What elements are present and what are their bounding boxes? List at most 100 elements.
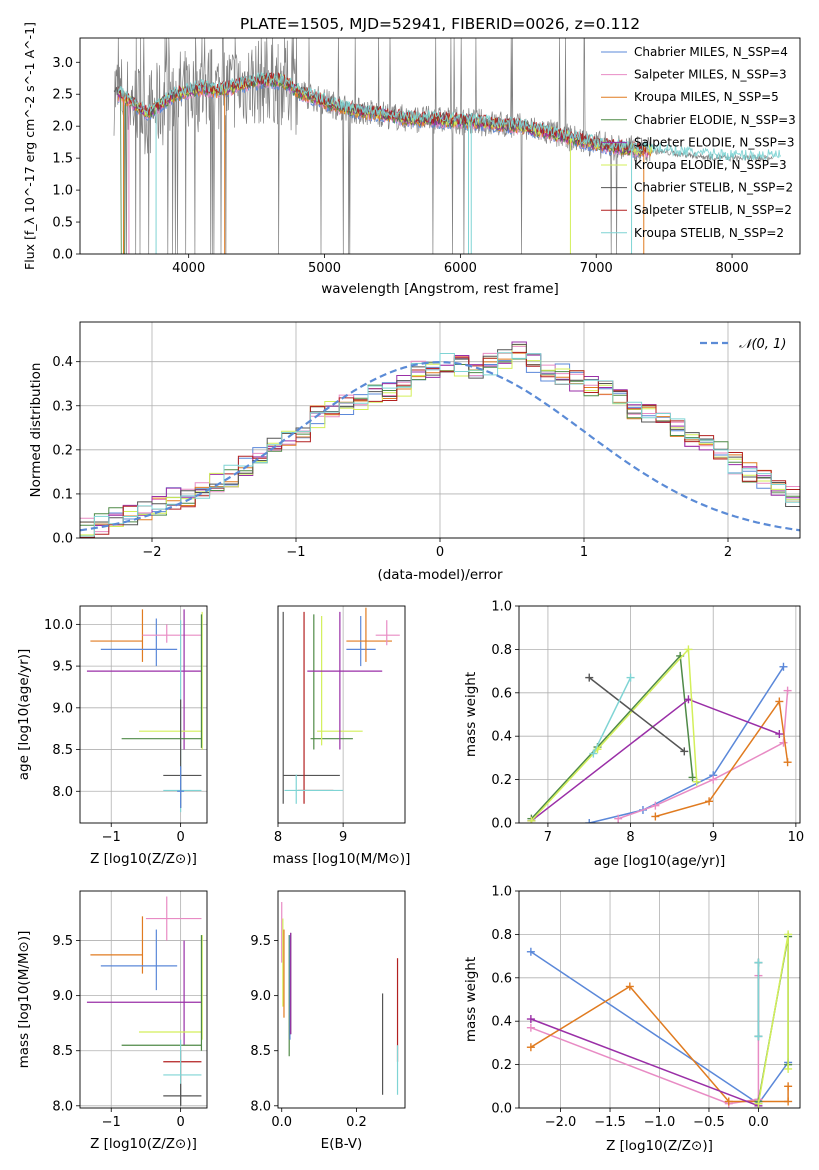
mass-weight-point xyxy=(784,930,793,939)
histogram-bin xyxy=(123,514,137,538)
histogram-bin xyxy=(541,370,555,538)
y-axis-label: mass weight xyxy=(463,672,479,757)
histogram-bin xyxy=(512,353,526,538)
mass-weight-point xyxy=(651,812,660,821)
histogram-bin xyxy=(498,359,512,538)
legend-entry: Salpeter ELODIE, N_SSP=3 xyxy=(634,135,795,149)
mass-weight-point xyxy=(625,982,634,991)
histogram-bin xyxy=(555,375,569,538)
histogram-bin xyxy=(411,370,425,538)
tick-label-x: 0 xyxy=(436,545,444,560)
tick-label-y: 0.2 xyxy=(491,773,512,788)
mass-weight-point xyxy=(614,814,623,823)
histogram-bin xyxy=(210,483,224,538)
age-vs-Z-axes: −1 0 8.0 8.5 9.0 9.5 10.0 Z [log10(Z/Z⊙)] age [l… xyxy=(16,605,208,867)
tick-label-y: 0.4 xyxy=(491,1015,512,1030)
tick-label-y: 1.5 xyxy=(52,152,73,167)
histogram-bin xyxy=(310,417,324,538)
histogram-bin xyxy=(440,364,454,538)
legend-entry: Chabrier ELODIE, N_SSP=3 xyxy=(634,113,796,127)
x-axis-label: Z [log10(Z/Z⊙)] xyxy=(606,1138,713,1154)
tick-label-x: 8 xyxy=(626,830,634,845)
mass-weight-point xyxy=(754,958,763,967)
axes-frame xyxy=(277,890,406,1109)
mass-weight-point xyxy=(527,816,536,823)
tick-label-x: 10 xyxy=(788,830,805,845)
legend-entry: Kroupa STELIB, N_SSP=2 xyxy=(634,226,784,240)
tick-label-y: 0.8 xyxy=(491,643,512,658)
axes-frame xyxy=(277,605,406,824)
tick-label-y: 9.0 xyxy=(52,989,73,1004)
tick-label-y: 10.0 xyxy=(44,618,73,633)
spectrum-legend: Chabrier MILES, N_SSP=4 Salpeter MILES, N… xyxy=(601,45,796,240)
tick-label-x: 2 xyxy=(724,545,732,560)
histogram-bin xyxy=(195,490,209,538)
mass-weight-point xyxy=(754,1032,763,1041)
histogram-bin xyxy=(152,505,166,538)
y-axis-label: mass [log10(M/M⊙)] xyxy=(16,931,32,1069)
tick-label-x: 8000 xyxy=(716,261,749,276)
legend-entry: Kroupa MILES, N_SSP=5 xyxy=(634,90,779,104)
histogram-bin xyxy=(354,401,368,538)
tick-label-x: 8 xyxy=(274,830,282,845)
tick-label-y: 9.0 xyxy=(52,701,73,716)
histogram-bin xyxy=(757,481,771,538)
tick-label-y: 0.6 xyxy=(491,686,512,701)
axes-frame xyxy=(518,890,801,1109)
legend-entry: Chabrier STELIB, N_SSP=2 xyxy=(634,181,793,195)
histogram-bin xyxy=(253,456,267,538)
x-axis-label: (data-model)/error xyxy=(377,567,503,583)
mass-weight-series-line xyxy=(655,699,789,818)
x-axis-label: Z [log10(Z/Z⊙)] xyxy=(90,1136,197,1152)
mass-weight-series-line xyxy=(592,677,632,754)
tick-label-y: 8.0 xyxy=(250,1099,271,1114)
histogram-bin xyxy=(339,406,353,538)
histogram-bin xyxy=(483,364,497,538)
tick-label-y: 1.0 xyxy=(52,184,73,199)
tick-label-y: 0.1 xyxy=(52,487,73,502)
axes-frame xyxy=(79,37,801,255)
histogram-bin xyxy=(570,382,584,538)
age-vs-mass-plot-area xyxy=(282,607,400,804)
tick-label-x: 9 xyxy=(709,830,717,845)
mass-weight-point xyxy=(784,1064,793,1073)
mass-weight-series-line xyxy=(617,690,789,820)
mass-weight-point xyxy=(585,673,594,682)
mass-weight-point xyxy=(526,1043,535,1052)
residual-hist-axes: −2 −1 0 1 2 0.0 0.1 0.2 0.3 0.4 (data-model)/error… xyxy=(28,321,819,583)
tick-label-x: 5000 xyxy=(308,261,341,276)
histogram-bin xyxy=(699,445,713,538)
tick-label-y: 0.4 xyxy=(491,730,512,745)
y-axis-label: Flux [f_λ 10^-17 erg cm^-2 s^-1 A^-1] xyxy=(22,22,37,270)
histogram-bin xyxy=(282,439,296,538)
tick-label-x: 0 xyxy=(176,1115,184,1130)
histogram-bin xyxy=(800,503,814,538)
mass-vs-Z-axes: −1 0 8.0 8.5 9.0 9.5 Z [log10(Z/Z⊙)] mass [log1… xyxy=(16,890,208,1152)
mass-weight-point xyxy=(684,645,693,654)
tick-label-x: 9 xyxy=(339,830,347,845)
tick-label-x: 6000 xyxy=(444,261,477,276)
y-axis-label: Normed distribution xyxy=(28,363,44,498)
mass-weight-point xyxy=(688,773,697,782)
x-axis-label: Z [log10(Z/Z⊙)] xyxy=(90,851,197,867)
axes-frame xyxy=(518,605,801,824)
mass-weight-point xyxy=(709,775,718,784)
histogram-bin xyxy=(685,437,699,538)
histogram-bin xyxy=(426,368,440,538)
histogram-bin xyxy=(469,375,483,538)
mass-weight-point xyxy=(526,1015,535,1024)
legend-entry: Chabrier MILES, N_SSP=4 xyxy=(634,45,788,59)
mass-weight-point xyxy=(526,947,535,956)
histogram-bin xyxy=(397,386,411,538)
histogram-bin xyxy=(814,507,819,538)
axes-frame xyxy=(79,321,801,539)
tick-label-y: 0.0 xyxy=(52,248,73,263)
histogram-bin xyxy=(109,518,123,538)
mass-weight-point xyxy=(724,1097,733,1106)
tick-label-y: 0.8 xyxy=(491,928,512,943)
x-axis-label: age [log10(age/yr)] xyxy=(594,853,726,869)
tick-label-x: −1 xyxy=(102,1115,121,1130)
massweight-vs-age-plot-area xyxy=(527,645,792,823)
histogram-bin xyxy=(454,366,468,538)
tick-label-y: 2.0 xyxy=(52,120,73,135)
